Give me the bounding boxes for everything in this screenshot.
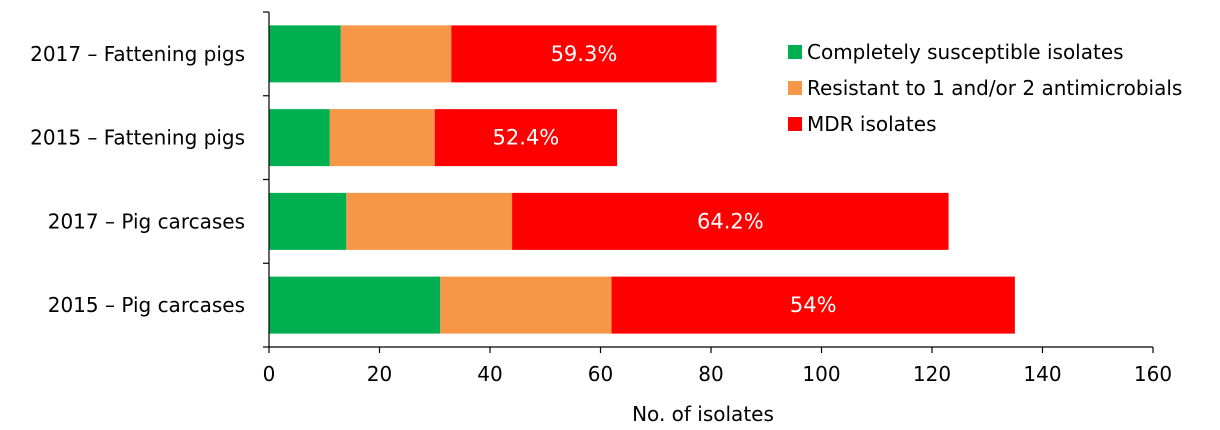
x-tick-label: 40 bbox=[477, 362, 502, 386]
bar-segment bbox=[434, 109, 618, 167]
category-label: 2015 – Fattening pigs bbox=[30, 126, 245, 150]
bar-segment bbox=[269, 276, 441, 334]
category-label: 2017 – Pig carcases bbox=[48, 209, 245, 233]
x-tick-label: 120 bbox=[913, 362, 951, 386]
bar-segment bbox=[440, 276, 612, 334]
bar-segment bbox=[611, 276, 1015, 334]
legend-label: Resistant to 1 and/or 2 antimicrobials bbox=[807, 76, 1182, 100]
legend: Completely susceptible isolates Resistant… bbox=[788, 40, 1182, 136]
bar-segment bbox=[269, 25, 341, 83]
legend-label: MDR isolates bbox=[807, 112, 937, 136]
legend-label: Completely susceptible isolates bbox=[807, 40, 1124, 64]
data-label: 54% bbox=[790, 293, 837, 317]
data-label: 64.2% bbox=[697, 209, 764, 233]
data-label: 59.3% bbox=[551, 42, 618, 66]
bar-segment bbox=[269, 192, 347, 250]
bars-group bbox=[269, 25, 1015, 334]
x-tick-label: 60 bbox=[588, 362, 613, 386]
bar-segment bbox=[451, 25, 717, 83]
x-tick-label: 140 bbox=[1023, 362, 1061, 386]
x-tick-label: 20 bbox=[367, 362, 392, 386]
bar-segment bbox=[340, 25, 452, 83]
x-tick-label: 100 bbox=[802, 362, 840, 386]
legend-swatch bbox=[788, 45, 802, 59]
x-axis: 0 20 40 60 80 100 120 140 160 bbox=[263, 346, 1172, 386]
x-tick-label: 160 bbox=[1134, 362, 1172, 386]
x-axis-title: No. of isolates bbox=[632, 402, 774, 426]
y-axis: 2017 – Fattening pigs 2015 – Fattening pi… bbox=[30, 11, 270, 348]
x-tick-label: 0 bbox=[263, 362, 276, 386]
data-label: 52.4% bbox=[493, 126, 560, 150]
category-label: 2015 – Pig carcases bbox=[48, 293, 245, 317]
bar-segment bbox=[329, 109, 435, 167]
bar-segment bbox=[269, 109, 330, 167]
legend-swatch bbox=[788, 117, 802, 131]
bar-segment bbox=[512, 192, 949, 250]
data-labels-group: 59.3% 52.4% 64.2% 54% bbox=[493, 42, 837, 317]
category-label: 2017 – Fattening pigs bbox=[30, 42, 245, 66]
x-tick-label: 80 bbox=[698, 362, 723, 386]
legend-swatch bbox=[788, 81, 802, 95]
bar-segment bbox=[346, 192, 513, 250]
